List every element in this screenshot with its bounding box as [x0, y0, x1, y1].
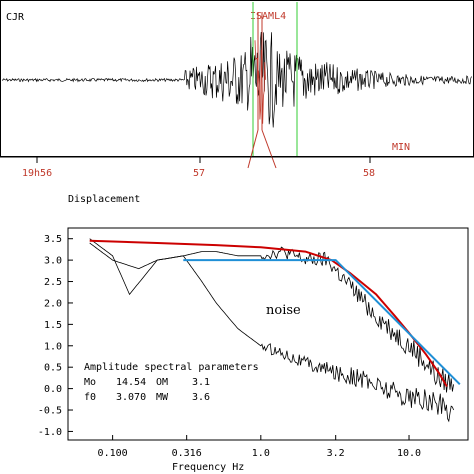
pick-flag-left [247, 129, 259, 169]
spectrum-panel: 3.53.02.52.01.51.00.50.0-0.5-1.0 0.100 0.… [38, 227, 469, 459]
y-axis: 3.5 3.0 2.5 2.0 1.5 1.0 0.5 0.0 -0.5 -1.0 [38, 234, 73, 438]
param-value-mo: 14.54 [116, 377, 146, 388]
param-key-mo: Mo [84, 377, 96, 388]
param-value-mw: 3.6 [192, 392, 210, 403]
y-tick-label: -1.0 [38, 427, 62, 438]
y-tick-label: 2.5 [44, 277, 62, 288]
y-tick-label: 0.5 [44, 363, 62, 374]
y-tick-label: 2.0 [44, 298, 62, 309]
station-label: CJR [6, 12, 25, 23]
x-tick-label: 10.0 [397, 448, 421, 459]
time-tick-label-2: 58 [363, 168, 375, 179]
param-value-f0: 3.070 [116, 392, 146, 403]
y-tick-label: 0.0 [44, 384, 62, 395]
time-unit-label: MIN [392, 142, 410, 153]
time-tick-label-1: 57 [193, 168, 205, 179]
parameter-box: Amplitude spectral parameters Mo 14.54 O… [84, 362, 259, 403]
series-asymptotes [183, 259, 461, 386]
spectrum-frame [67, 227, 469, 441]
noise-annotation: noise [266, 303, 301, 318]
time-axis: 19h56 57 58 [0, 156, 474, 179]
y-tick-label: 1.0 [44, 341, 62, 352]
param-key-mw: MW [156, 392, 169, 403]
y-tick-label: 3.5 [44, 234, 62, 245]
x-tick-label: 0.100 [98, 448, 128, 459]
param-key-f0: f0 [84, 392, 96, 403]
trace-path [1, 31, 472, 128]
param-value-om: 3.1 [192, 377, 210, 388]
seismogram-frame [0, 0, 474, 157]
y-tick-label: 1.5 [44, 320, 62, 331]
parameter-box-title: Amplitude spectral parameters [84, 362, 259, 373]
x-axis-label: Frequency Hz [172, 462, 244, 473]
x-axis: 0.100 0.316 1.0 3.2 10.0 [98, 435, 421, 459]
spectrum-series [89, 238, 461, 423]
x-tick-label: 3.2 [327, 448, 345, 459]
param-key-om: OM [156, 377, 168, 388]
pick-flag-right [261, 129, 277, 169]
spectrum-title: Displacement [68, 194, 140, 205]
phase-label: ISAML4 [250, 11, 286, 22]
seismic-trace [1, 31, 472, 128]
seismogram-panel: CJR ISAML4 MIN [0, 0, 474, 169]
trace-highlight-path [254, 40, 266, 124]
y-tick-label: -0.5 [38, 406, 62, 417]
series-signal-spectrum [89, 242, 454, 393]
time-tick-label-0: 19h56 [22, 168, 52, 179]
x-tick-label: 1.0 [252, 448, 270, 459]
x-tick-label: 0.316 [172, 448, 202, 459]
series-noise-spectrum [89, 238, 454, 423]
y-tick-label: 3.0 [44, 256, 62, 267]
